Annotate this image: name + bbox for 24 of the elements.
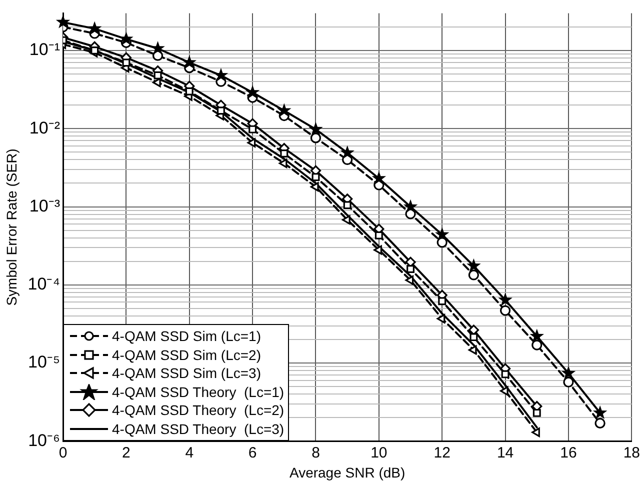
x-tick-label: 6 [248, 444, 257, 462]
x-tick-label: 8 [312, 444, 320, 462]
x-tick-label: 18 [623, 444, 640, 462]
legend-label: 4-QAM SSD Theory (Lc=3) [112, 420, 284, 438]
x-tick-label: 0 [58, 444, 68, 462]
legend-label: 4-QAM SSD Sim (Lc=1) [112, 327, 261, 346]
y-tick-label: 10⁻² [29, 118, 60, 138]
x-tick-label: 2 [122, 444, 130, 462]
legend-label: 4-QAM SSD Sim (Lc=3) [112, 364, 261, 383]
legend-label: 4-QAM SSD Theory (Lc=1) [112, 382, 284, 402]
legend-label: 4-QAM SSD Sim (Lc=2) [112, 346, 261, 364]
x-tick-label: 10 [370, 444, 388, 462]
y-tick-label: 10⁻⁵ [28, 352, 60, 372]
x-tick-label: 12 [434, 444, 450, 462]
x-tick-label: 14 [496, 444, 514, 462]
y-tick-label: 10⁻¹ [29, 40, 60, 60]
x-tick-label: 4 [185, 444, 194, 462]
x-tick-label: 16 [560, 444, 577, 462]
x-axis-title: Average SNR (dB) [289, 464, 406, 480]
y-tick-label: 10⁻⁴ [28, 274, 60, 294]
y-tick-label: 10⁻⁶ [28, 430, 60, 450]
y-tick-label: 10⁻³ [29, 196, 60, 216]
y-axis-title: Symbol Error Rate (SER) [3, 148, 20, 306]
legend-label: 4-QAM SSD Theory (Lc=2) [112, 401, 284, 420]
